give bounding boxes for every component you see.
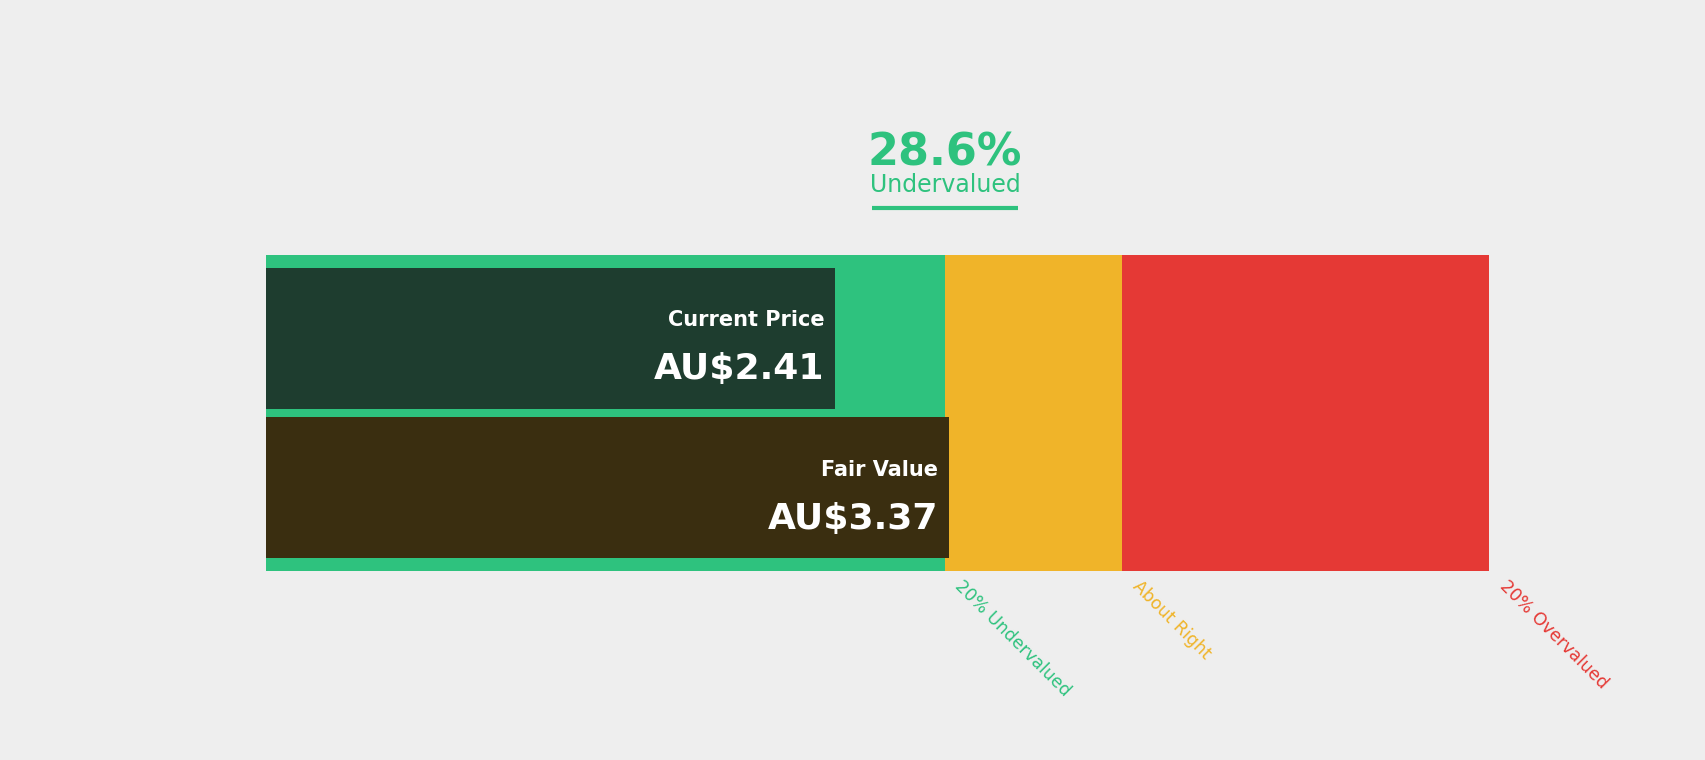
Text: Undervalued: Undervalued — [870, 173, 1020, 197]
Bar — [266, 255, 945, 571]
Bar — [1122, 255, 1488, 571]
Text: AU$3.37: AU$3.37 — [767, 502, 938, 536]
Text: 20% Overvalued: 20% Overvalued — [1495, 577, 1610, 692]
Text: 20% Undervalued: 20% Undervalued — [951, 577, 1074, 700]
Bar — [266, 268, 834, 409]
Bar — [945, 255, 1122, 571]
Text: 28.6%: 28.6% — [868, 131, 1021, 174]
Text: AU$2.41: AU$2.41 — [653, 353, 824, 386]
Text: Fair Value: Fair Value — [820, 460, 938, 480]
Bar — [266, 417, 948, 558]
Text: Current Price: Current Price — [667, 310, 824, 330]
Text: About Right: About Right — [1129, 577, 1214, 663]
